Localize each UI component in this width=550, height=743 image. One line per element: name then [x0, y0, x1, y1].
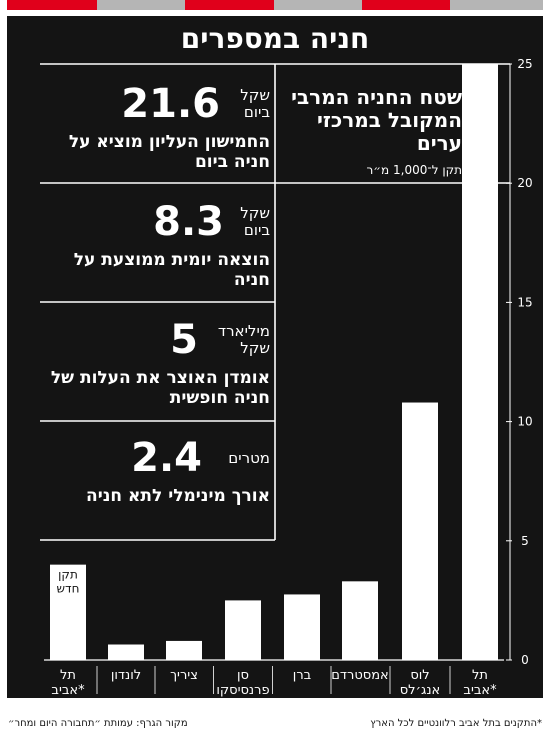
y-tick-label: 10 [517, 415, 532, 429]
category-label: ציריך [170, 668, 198, 683]
stat-value: 2.4 [131, 435, 202, 481]
category-label: ברן [293, 668, 311, 683]
stat-block: שקל ביום 8.3 הוצאה יומית ממוצעת על חניה [40, 200, 270, 290]
stat-value: 5 [170, 317, 198, 363]
chart-title: שטח החניה המרבי המקובל במרכזי ערים [291, 85, 462, 155]
stat-block: מיליארד שקל 5 אומדן האוצר את העלות של חנ… [40, 318, 270, 408]
top-stripe-gray [97, 0, 185, 10]
bar [284, 594, 320, 660]
bar-data-label: תקן [58, 568, 78, 582]
y-tick-label: 15 [517, 295, 532, 309]
stat-description: אורך מינימלי לתא חניה [86, 486, 270, 506]
category-label: לוס [410, 668, 429, 683]
category-label: תל [472, 668, 488, 683]
category-label: אנג׳לס [400, 683, 440, 698]
y-tick-label: 0 [521, 653, 529, 667]
page-title: חניה במספרים [180, 22, 370, 55]
category-label: אביב* [51, 683, 85, 698]
bar [108, 644, 144, 660]
top-stripe-red [362, 0, 450, 10]
chart-subtitle: תקן ל־1,000 מ״ר [366, 163, 462, 177]
chart-headline: שטח החניה המרבי המקובל במרכזי ערים תקן ל… [280, 85, 462, 178]
footnote: *התקנים בתל אביב רלוונטיים לכל הארץ [370, 718, 542, 729]
bar [225, 600, 261, 660]
stat-description: אומדן האוצר את העלות של חניה חופשית [50, 368, 270, 408]
stat-description: החמישון העליון מוציא על חניה ביום [68, 132, 270, 172]
stat-value: 21.6 [121, 81, 220, 127]
category-label: אמסטרדם [331, 668, 388, 683]
stat-unit: מטרים [228, 448, 270, 467]
bar [462, 64, 498, 660]
bar [342, 581, 378, 660]
y-tick-label: 20 [517, 176, 532, 190]
top-stripe-red [7, 0, 97, 10]
stat-value: 8.3 [153, 199, 224, 245]
y-tick-label: 5 [521, 534, 529, 548]
stat-block: מטרים 2.4 אורך מינימלי לתא חניה [40, 436, 270, 506]
stat-description: הוצאה יומית ממוצעת על חניה [73, 250, 270, 290]
category-label: לונדון [111, 668, 141, 683]
bar-data-label: חדש [57, 582, 80, 596]
top-stripe-red [185, 0, 274, 10]
top-stripe-gray [274, 0, 362, 10]
top-stripe-gray [450, 0, 543, 10]
category-label: אביב* [463, 683, 497, 698]
category-label: תל [60, 668, 76, 683]
stat-block: שקל ביום 21.6 החמישון העליון מוציא על חנ… [40, 82, 270, 172]
category-label: פרנסיסקו [216, 683, 269, 698]
category-label: סן [237, 668, 249, 683]
stat-unit: מיליארד שקל [217, 322, 270, 357]
bar [166, 640, 202, 660]
y-tick-label: 25 [517, 57, 532, 71]
bar [402, 402, 438, 660]
chart-source: מקור הגרף: עמותת ״תחבורה היום ומחר״ [8, 718, 188, 729]
stat-unit: שקל ביום [240, 86, 270, 121]
bar [50, 564, 86, 660]
stat-unit: שקל ביום [240, 204, 270, 239]
